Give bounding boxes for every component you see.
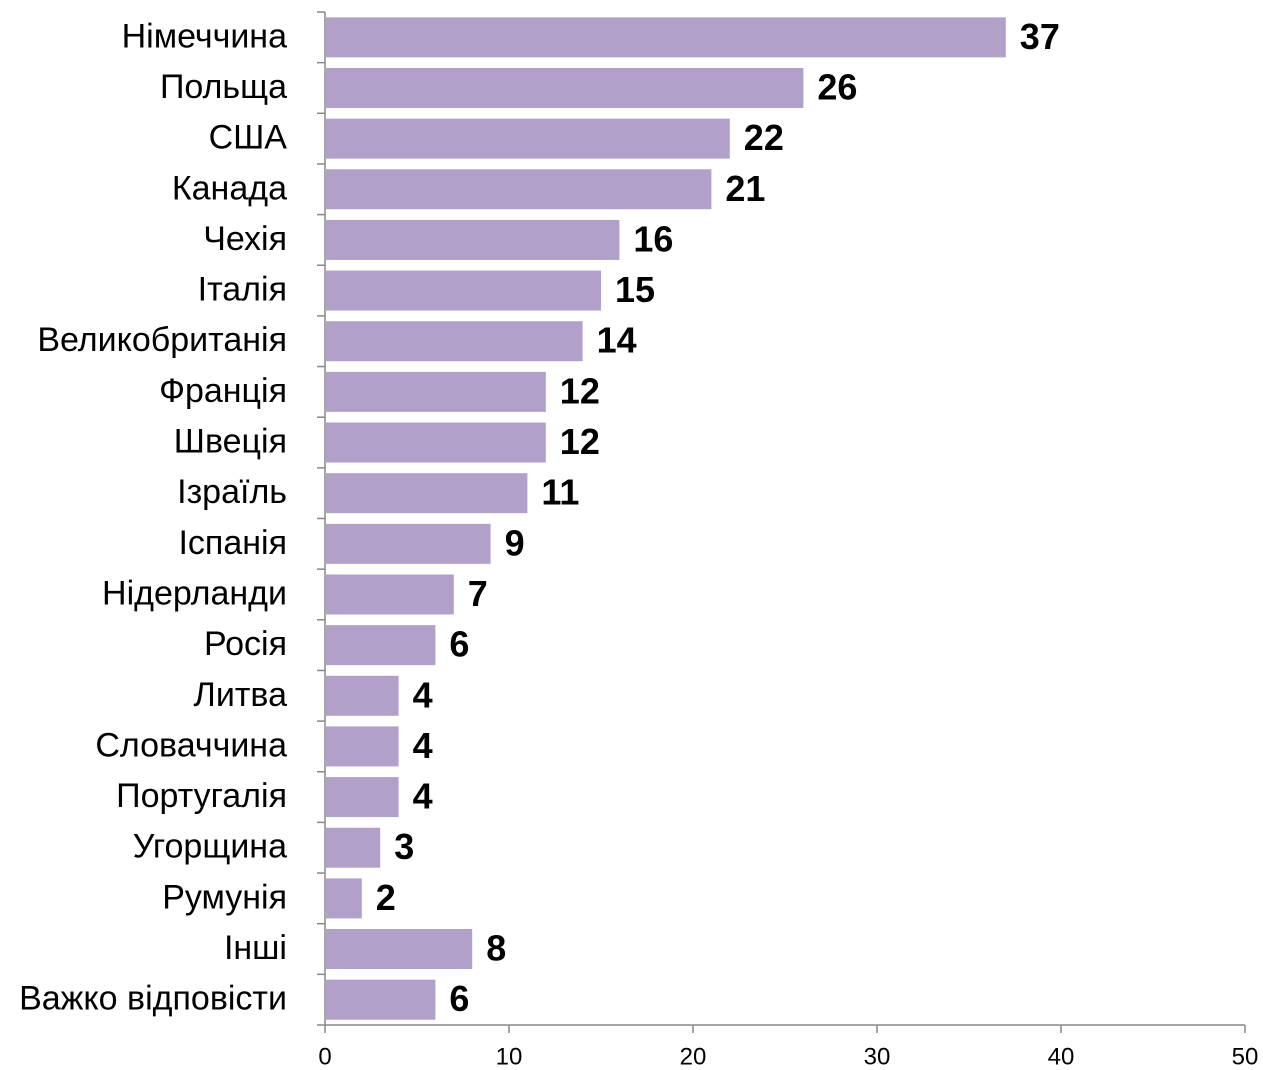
bar	[325, 878, 362, 919]
value-label: 3	[394, 826, 414, 867]
x-tick-label: 20	[680, 1043, 707, 1070]
bar	[325, 979, 436, 1020]
y-tick-label: Канада	[172, 169, 287, 207]
y-tick-label: Чехія	[203, 220, 287, 258]
y-tick-label: Португалія	[116, 777, 287, 815]
value-label: 4	[413, 725, 433, 766]
y-tick-label: Німеччина	[122, 17, 287, 55]
y-tick-label: Важко відповісти	[19, 980, 287, 1018]
y-tick-label: США	[209, 119, 288, 157]
y-tick-label: Швеція	[174, 423, 287, 461]
bar	[325, 625, 436, 666]
value-label: 14	[597, 320, 637, 361]
y-tick-label: Польща	[160, 68, 287, 106]
y-tick-label: Нідерланди	[102, 574, 287, 612]
value-label: 6	[449, 978, 469, 1019]
y-tick-label: Литва	[194, 676, 288, 714]
value-label: 21	[725, 168, 765, 209]
value-label: 4	[413, 776, 433, 817]
x-tick-label: 50	[1232, 1043, 1259, 1070]
value-label: 22	[744, 117, 784, 158]
bar	[325, 473, 528, 514]
bar	[325, 67, 804, 108]
y-tick-label: Інші	[224, 929, 287, 967]
bar	[325, 17, 1006, 58]
bar	[325, 371, 546, 412]
value-label: 4	[413, 674, 433, 715]
y-tick-label: Словаччина	[95, 726, 287, 764]
y-tick-label: Франція	[159, 372, 287, 410]
value-label: 12	[560, 370, 600, 411]
value-label: 37	[1020, 16, 1060, 57]
bar	[325, 118, 730, 159]
bar	[325, 675, 399, 716]
value-label: 7	[468, 573, 488, 614]
y-tick-label: Італія	[198, 271, 287, 309]
bar	[325, 422, 546, 463]
x-tick-label: 30	[864, 1043, 891, 1070]
value-label: 26	[817, 66, 857, 107]
y-tick-label: Іспанія	[178, 524, 287, 562]
x-tick-label: 0	[318, 1043, 331, 1070]
value-label: 15	[615, 269, 655, 310]
value-label: 6	[449, 624, 469, 665]
y-tick-label: Румунія	[162, 878, 287, 916]
bar	[325, 169, 712, 210]
value-label: 9	[505, 522, 525, 563]
x-tick-label: 10	[496, 1043, 523, 1070]
value-label: 12	[560, 421, 600, 462]
bar	[325, 523, 491, 564]
y-tick-label: Росія	[204, 625, 287, 663]
y-tick-label: Угорщина	[133, 828, 287, 866]
value-label: 8	[486, 928, 506, 969]
bar	[325, 321, 583, 362]
bar	[325, 219, 620, 260]
value-label: 2	[376, 877, 396, 918]
value-label: 16	[633, 218, 673, 259]
bar	[325, 726, 399, 767]
bar	[325, 929, 473, 970]
bar	[325, 777, 399, 818]
x-tick-label: 40	[1048, 1043, 1075, 1070]
value-label: 11	[541, 472, 579, 513]
y-tick-label: Ізраїль	[177, 473, 287, 511]
bar	[325, 827, 381, 868]
bar	[325, 270, 601, 311]
bar	[325, 574, 454, 615]
y-tick-label: Великобританія	[37, 321, 287, 359]
